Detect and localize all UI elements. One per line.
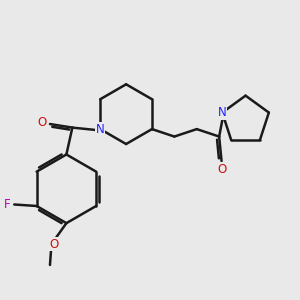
- Text: O: O: [217, 163, 226, 176]
- Text: F: F: [4, 198, 10, 211]
- Text: O: O: [37, 116, 46, 129]
- Text: N: N: [218, 106, 226, 119]
- Text: O: O: [49, 238, 58, 250]
- Text: N: N: [96, 123, 105, 136]
